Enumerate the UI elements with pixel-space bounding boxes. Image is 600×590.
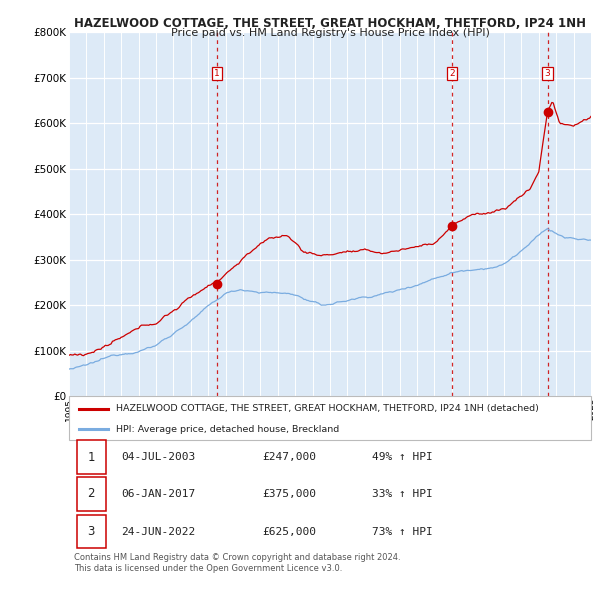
Text: 73% ↑ HPI: 73% ↑ HPI — [372, 527, 433, 537]
Text: £247,000: £247,000 — [262, 452, 316, 462]
FancyBboxPatch shape — [77, 477, 106, 510]
Text: HAZELWOOD COTTAGE, THE STREET, GREAT HOCKHAM, THETFORD, IP24 1NH: HAZELWOOD COTTAGE, THE STREET, GREAT HOC… — [74, 17, 586, 30]
Text: £375,000: £375,000 — [262, 489, 316, 499]
Text: 2: 2 — [88, 487, 95, 500]
Text: £625,000: £625,000 — [262, 527, 316, 537]
FancyBboxPatch shape — [77, 515, 106, 549]
Text: HAZELWOOD COTTAGE, THE STREET, GREAT HOCKHAM, THETFORD, IP24 1NH (detached): HAZELWOOD COTTAGE, THE STREET, GREAT HOC… — [116, 404, 539, 413]
Text: 24-JUN-2022: 24-JUN-2022 — [121, 527, 196, 537]
Text: Price paid vs. HM Land Registry's House Price Index (HPI): Price paid vs. HM Land Registry's House … — [170, 28, 490, 38]
Text: 49% ↑ HPI: 49% ↑ HPI — [372, 452, 433, 462]
Text: HPI: Average price, detached house, Breckland: HPI: Average price, detached house, Brec… — [116, 425, 339, 434]
FancyBboxPatch shape — [69, 396, 591, 440]
Text: 1: 1 — [214, 69, 220, 78]
Text: 33% ↑ HPI: 33% ↑ HPI — [372, 489, 433, 499]
Text: 04-JUL-2003: 04-JUL-2003 — [121, 452, 196, 462]
Text: 06-JAN-2017: 06-JAN-2017 — [121, 489, 196, 499]
FancyBboxPatch shape — [77, 440, 106, 474]
Text: Contains HM Land Registry data © Crown copyright and database right 2024.
This d: Contains HM Land Registry data © Crown c… — [74, 553, 401, 573]
Text: 3: 3 — [545, 69, 550, 78]
Text: 2: 2 — [449, 69, 455, 78]
Text: 3: 3 — [88, 525, 95, 538]
Text: 1: 1 — [88, 451, 95, 464]
